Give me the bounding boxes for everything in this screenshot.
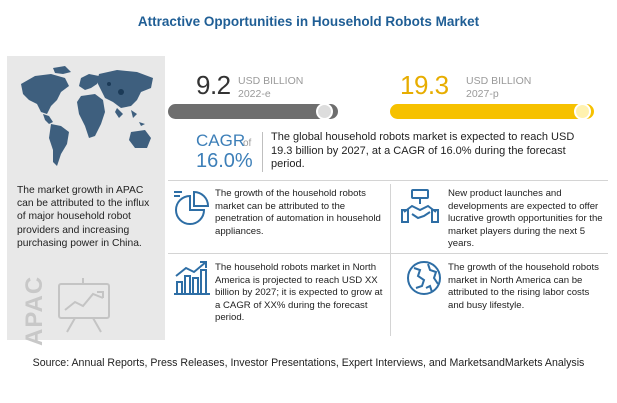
pie-chart-icon bbox=[174, 190, 210, 225]
market-year-start: 2022-e bbox=[238, 88, 271, 100]
apac-description: The market growth in APAC can be attribu… bbox=[17, 185, 150, 249]
grid-divider-middle bbox=[168, 253, 608, 254]
page-title: Attractive Opportunities in Household Ro… bbox=[137, 14, 480, 29]
cagr-divider bbox=[262, 132, 263, 172]
insight-automation: The growth of the household robots marke… bbox=[215, 188, 381, 237]
insight-north-america-drivers: The growth of the household robots marke… bbox=[448, 262, 599, 311]
grid-divider-top bbox=[168, 180, 608, 181]
market-value-end: 19.3 bbox=[400, 70, 449, 100]
progress-bar-end-cap bbox=[574, 103, 591, 120]
cagr-label: CAGR bbox=[196, 131, 246, 150]
cagr-description: The global household robots market is ex… bbox=[271, 131, 575, 170]
cagr-value: 16.0% bbox=[196, 150, 253, 172]
apac-region-label: APAC bbox=[21, 275, 48, 346]
cagr-of: of bbox=[243, 138, 252, 149]
market-unit-start: USD BILLION 2022-e bbox=[238, 75, 303, 101]
progress-bar-start-cap bbox=[316, 103, 333, 120]
market-unit-end-label: USD BILLION bbox=[466, 75, 532, 87]
growth-chart-icon bbox=[174, 261, 210, 295]
market-value-start: 9.2 bbox=[196, 70, 231, 100]
source-note: Source: Annual Reports, Press Releases, … bbox=[32, 357, 585, 369]
market-unit-start-label: USD BILLION bbox=[238, 75, 304, 87]
presentation-chart-icon bbox=[58, 278, 110, 333]
insight-product-launches: New product launches and developments ar… bbox=[448, 188, 603, 250]
world-map-icon bbox=[21, 66, 153, 166]
insight-north-america-forecast: The household robots market in North Ame… bbox=[215, 262, 383, 324]
apac-panel: The market growth in APAC can be attribu… bbox=[7, 56, 165, 346]
market-year-end: 2027-p bbox=[466, 88, 499, 100]
progress-bar-end bbox=[390, 104, 594, 119]
globe-icon bbox=[407, 261, 441, 295]
handshake-icon bbox=[401, 189, 439, 223]
market-unit-end: USD BILLION 2027-p bbox=[466, 75, 531, 101]
grid-divider-vertical bbox=[390, 184, 391, 336]
progress-bar-start bbox=[168, 104, 338, 119]
